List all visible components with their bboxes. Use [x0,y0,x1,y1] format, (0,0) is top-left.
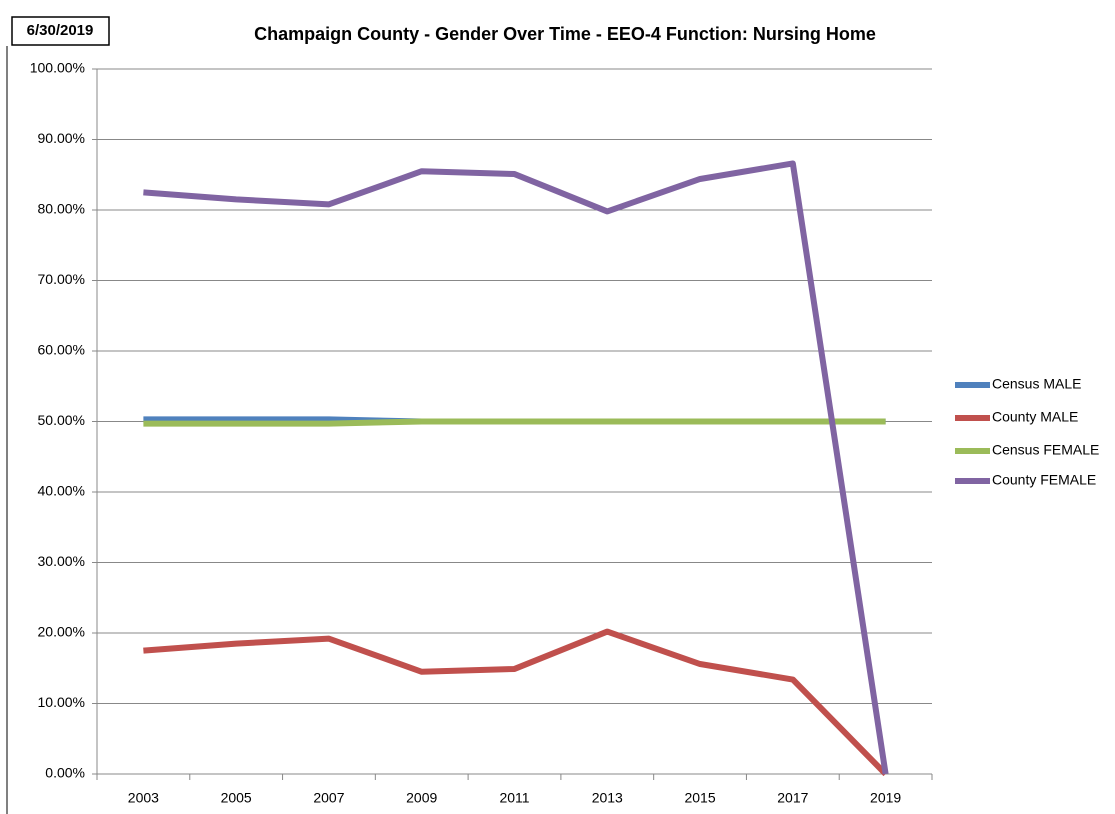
y-tick-label: 10.00% [38,694,85,710]
x-tick-label: 2015 [684,790,715,806]
x-tick-label: 2019 [870,790,901,806]
series-line [143,160,889,775]
y-tick-label: 70.00% [38,271,85,287]
legend-label: County FEMALE [992,472,1096,488]
y-tick-label: 0.00% [45,765,85,781]
x-tick-label: 2009 [406,790,437,806]
legend-label: Census FEMALE [992,442,1099,458]
legend-label: Census MALE [992,376,1081,392]
x-tick-label: 2003 [128,790,159,806]
y-tick-label: 40.00% [38,483,85,499]
x-tick-label: 2007 [313,790,344,806]
y-tick-label: 80.00% [38,201,85,217]
series-line [143,628,888,777]
x-tick-label: 2013 [592,790,623,806]
x-tick-label: 2011 [499,790,529,806]
y-tick-label: 50.00% [38,412,85,428]
x-tick-label: 2017 [777,790,808,806]
x-tick-label: 2005 [221,790,252,806]
y-tick-label: 100.00% [30,60,85,76]
date-box [11,16,110,46]
y-tick-label: 20.00% [38,624,85,640]
y-tick-label: 90.00% [38,130,85,146]
legend-label: County MALE [992,409,1078,425]
date: 6/30/2019 [27,22,94,39]
y-tick-label: 30.00% [38,553,85,569]
y-tick-label: 60.00% [38,342,85,358]
chart-title: Champaign County - Gender Over Time - EE… [254,24,876,44]
series-line [143,418,886,427]
